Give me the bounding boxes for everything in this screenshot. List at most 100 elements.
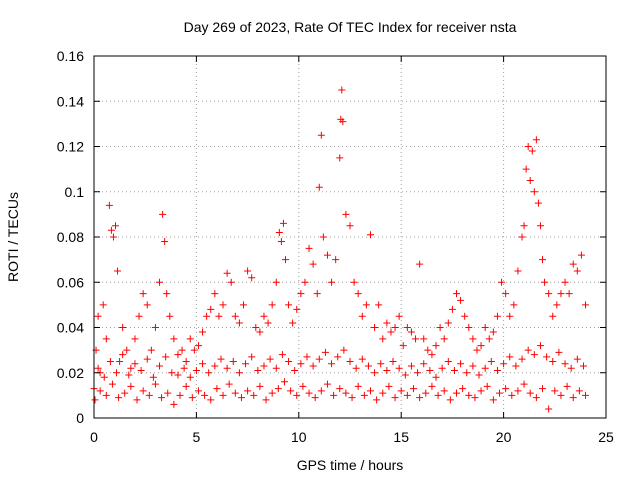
- data-point: [469, 335, 477, 343]
- data-point: [481, 364, 489, 372]
- data-point: [354, 382, 362, 390]
- data-point: [223, 269, 231, 277]
- data-point: [336, 385, 344, 393]
- data-point: [186, 373, 194, 381]
- data-point: [194, 342, 202, 350]
- data-point: [94, 312, 102, 320]
- data-point: [541, 278, 549, 286]
- chart-title: Day 269 of 2023, Rate Of TEC Index for r…: [184, 19, 517, 35]
- data-point: [112, 222, 120, 230]
- data-point: [170, 400, 178, 408]
- data-point: [432, 373, 440, 381]
- data-point: [194, 387, 202, 395]
- data-point: [524, 143, 532, 150]
- data-point: [469, 362, 477, 370]
- data-point: [463, 369, 471, 377]
- x-tick-label: 15: [393, 429, 409, 445]
- y-tick-label: 0.02: [57, 365, 84, 381]
- data-point: [387, 328, 395, 336]
- data-point: [237, 394, 245, 402]
- data-point: [113, 369, 121, 377]
- data-points: [90, 86, 590, 413]
- data-point: [328, 278, 336, 286]
- data-point: [371, 324, 379, 331]
- data-point: [151, 324, 159, 331]
- data-point: [321, 348, 329, 356]
- data-point: [190, 346, 198, 354]
- data-point: [438, 364, 446, 372]
- data-point: [305, 244, 313, 252]
- data-point: [549, 357, 557, 365]
- data-point: [215, 312, 223, 320]
- data-point: [444, 357, 452, 365]
- data-point: [293, 391, 301, 399]
- x-tick-label: 10: [291, 429, 307, 445]
- data-point: [268, 301, 276, 309]
- data-point: [440, 387, 448, 395]
- data-point: [366, 231, 374, 239]
- data-point: [457, 360, 465, 368]
- x-axis-title: GPS time / hours: [297, 457, 404, 473]
- data-point: [323, 251, 331, 259]
- data-point: [168, 369, 176, 377]
- data-point: [291, 366, 299, 374]
- data-point: [582, 301, 590, 309]
- data-point: [385, 382, 393, 390]
- data-point: [520, 222, 528, 230]
- data-point: [227, 278, 235, 286]
- data-point: [506, 353, 514, 361]
- data-point: [156, 362, 164, 370]
- data-point: [379, 389, 387, 397]
- data-point: [139, 387, 147, 395]
- data-point: [297, 360, 305, 368]
- data-point: [536, 222, 544, 230]
- data-point: [428, 382, 436, 390]
- data-point: [350, 278, 358, 286]
- data-point: [500, 360, 508, 368]
- data-point: [407, 362, 415, 370]
- data-point: [461, 312, 469, 320]
- data-point: [147, 346, 155, 354]
- data-point: [338, 86, 346, 94]
- data-point: [409, 385, 417, 393]
- data-point: [94, 364, 102, 372]
- data-point: [244, 267, 252, 275]
- data-point: [170, 335, 178, 343]
- data-point: [539, 385, 547, 393]
- data-point: [205, 369, 213, 377]
- data-point: [498, 278, 506, 286]
- data-point: [446, 396, 454, 404]
- y-tick-label: 0.12: [57, 139, 84, 155]
- data-point: [371, 369, 379, 377]
- data-point: [268, 389, 276, 397]
- data-point: [127, 364, 135, 372]
- data-point: [151, 380, 159, 388]
- data-point: [115, 394, 123, 402]
- data-point: [143, 301, 151, 309]
- data-point: [424, 346, 432, 354]
- data-point: [375, 301, 383, 309]
- data-point: [575, 387, 583, 395]
- data-point: [244, 387, 252, 395]
- data-point: [493, 312, 501, 320]
- data-point: [502, 385, 510, 393]
- data-point: [311, 394, 319, 402]
- data-point: [557, 391, 565, 399]
- data-point: [266, 355, 274, 363]
- data-point: [277, 238, 285, 246]
- data-point: [182, 357, 190, 365]
- data-point: [362, 301, 370, 309]
- data-point: [545, 290, 553, 298]
- data-point: [174, 371, 182, 379]
- data-point: [114, 267, 122, 275]
- data-point: [412, 335, 420, 343]
- data-point: [149, 373, 157, 381]
- data-point: [422, 389, 430, 397]
- data-point: [459, 385, 467, 393]
- data-point: [225, 380, 233, 388]
- data-point: [383, 366, 391, 374]
- data-point: [235, 369, 243, 377]
- data-point: [182, 382, 190, 390]
- data-point: [573, 267, 581, 275]
- data-point: [483, 382, 491, 390]
